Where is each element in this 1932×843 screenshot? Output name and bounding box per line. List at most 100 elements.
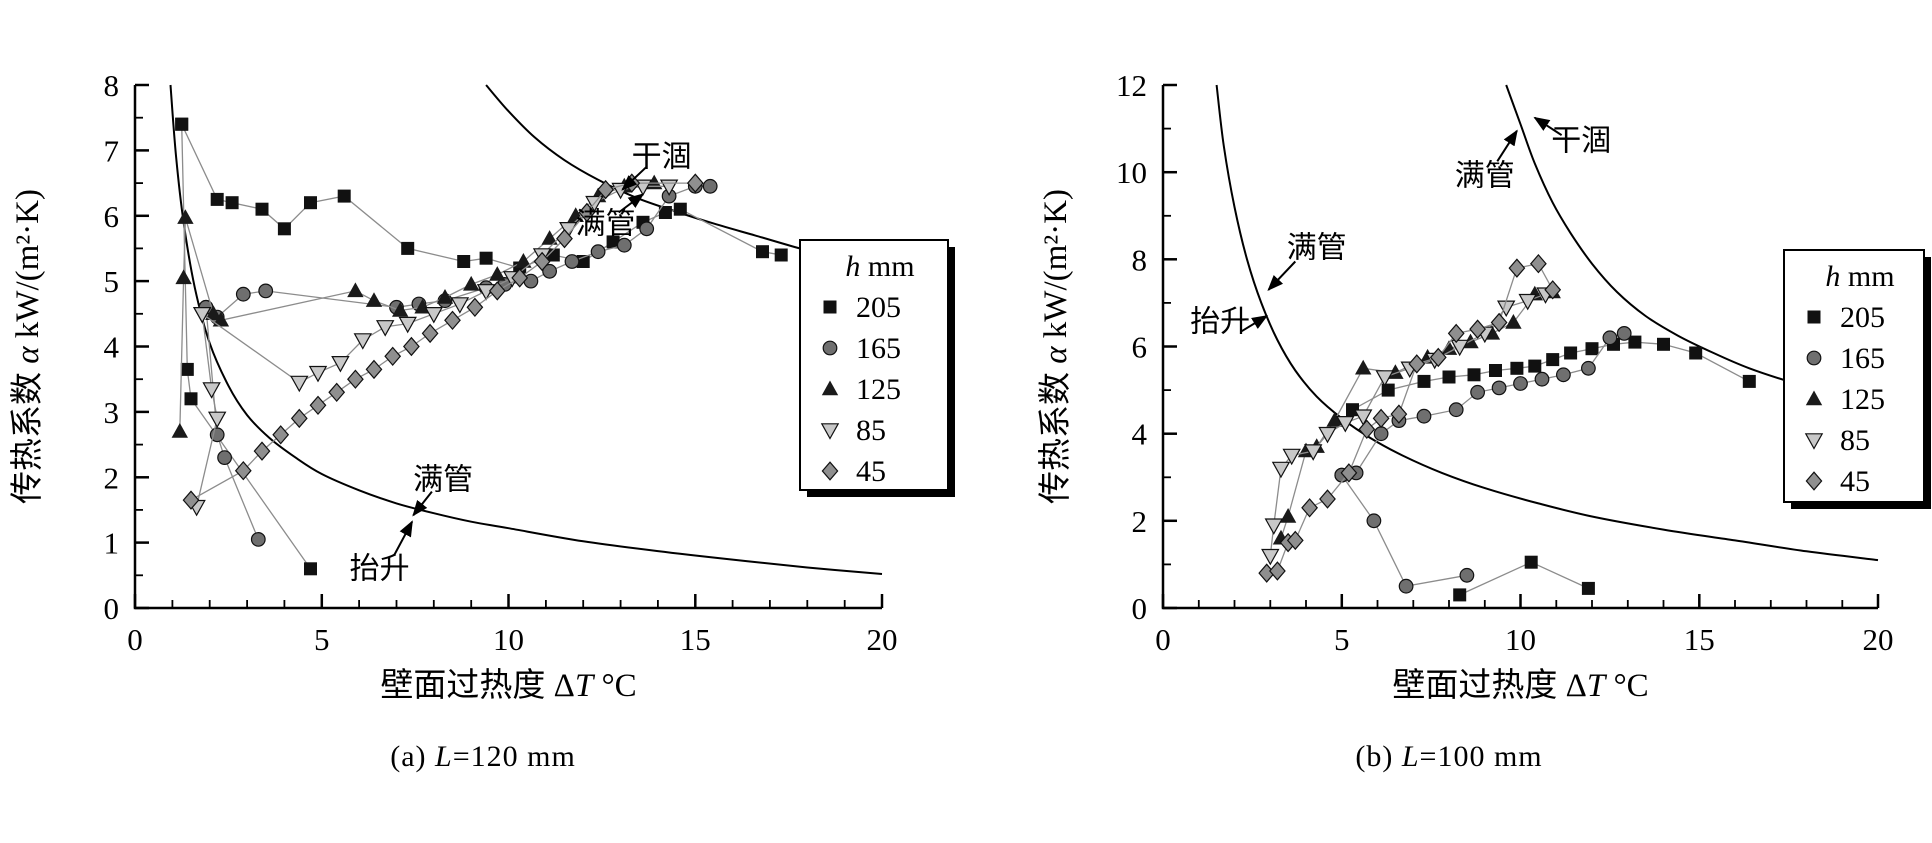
panel-b: 0 5 10 15 20 0 2 4 6 8 10 12 壁面过热度 ΔT °C 传热系数 α kW/(m…	[966, 0, 1932, 774]
circle-marker	[1602, 330, 1618, 346]
annotation-label: 抬升	[350, 553, 410, 586]
square-marker	[658, 206, 672, 219]
series-line	[1341, 332, 1625, 476]
triangle-up-marker	[212, 311, 230, 327]
circle-marker	[258, 283, 274, 299]
legend-box	[1783, 249, 1925, 503]
x-axis-title: 壁面过热度 ΔT °C	[1392, 667, 1648, 704]
diamond-marker	[365, 359, 383, 380]
annotation: 抬升	[350, 520, 413, 586]
y-tick-label: 1	[104, 526, 120, 561]
legend-item-label: 45	[856, 455, 886, 488]
square-marker	[823, 300, 837, 314]
triangle-down-marker	[1264, 518, 1284, 535]
diamond-marker	[597, 179, 614, 200]
triangle-up-marker	[1279, 508, 1297, 523]
series-h-205	[1346, 335, 1756, 602]
diamond-marker	[1447, 323, 1465, 344]
square-marker	[1581, 581, 1595, 595]
annotation-arrow	[621, 165, 648, 191]
triangle-down-marker	[1271, 461, 1291, 479]
diamond-marker	[253, 441, 271, 461]
square-marker	[304, 562, 317, 576]
triangle-up-marker	[347, 282, 364, 298]
diamond-marker	[272, 425, 290, 445]
y-tick-label: 6	[1132, 330, 1148, 365]
series-line	[1269, 293, 1546, 556]
square-marker	[1524, 555, 1538, 569]
series-line	[195, 313, 218, 507]
caption-index: (b)	[1355, 740, 1394, 773]
triangle-down-marker	[308, 365, 328, 383]
svg-text:传热系数 α kW/(m²·K): 传热系数 α kW/(m²·K)	[1037, 189, 1074, 504]
legend-item-label: 85	[1840, 424, 1870, 457]
diamond-marker	[1390, 404, 1408, 424]
diamond-marker	[1490, 312, 1508, 333]
triangle-up-marker	[365, 292, 383, 307]
triangle-down-marker	[207, 411, 227, 429]
square-marker	[184, 392, 198, 406]
diamond-marker	[1544, 280, 1562, 300]
triangle-up-marker	[1355, 359, 1372, 375]
legend-item-label: 45	[1840, 465, 1870, 498]
triangle-down-marker	[1303, 444, 1323, 461]
annotation-arrow	[393, 520, 413, 555]
annotation-label: 满管	[1287, 231, 1347, 264]
square-marker	[1417, 374, 1431, 388]
liftup-fulltube-boundary	[1215, 84, 1879, 562]
diamond-marker	[403, 336, 420, 357]
triangle-up-marker	[541, 230, 558, 245]
square-marker	[1657, 337, 1670, 351]
chart-panel-b: 0 5 10 15 20 0 2 4 6 8 10 12 壁面过热度 ΔT °C 传热系数 α kW/(m…	[1037, 68, 1931, 704]
triangle-up-marker	[436, 289, 454, 304]
y-tick-label: 3	[104, 395, 120, 430]
square-marker	[1442, 370, 1456, 384]
diamond-marker	[234, 460, 252, 481]
triangle-up-marker	[646, 174, 663, 190]
triangle-up-marker	[1505, 314, 1522, 329]
square-marker	[1528, 359, 1542, 373]
circle-marker	[639, 221, 655, 237]
triangle-down-marker	[192, 307, 212, 324]
square-marker	[457, 255, 471, 268]
diamond-marker	[1530, 253, 1547, 274]
square-marker	[255, 202, 269, 216]
annotation-arrow	[1533, 116, 1563, 136]
triangle-down-marker	[820, 423, 840, 440]
square-marker	[337, 189, 351, 203]
annotation: 抬升	[1190, 305, 1269, 338]
triangle-down-marker	[1318, 426, 1337, 444]
series-h-45	[1258, 253, 1562, 583]
caption-a: (a) L=120 mm	[0, 740, 966, 774]
triangle-up-marker	[177, 209, 194, 224]
triangle-up-marker	[205, 305, 222, 320]
axes: 0 5 10 15 20 0 2 4 6 8 10 12	[1116, 68, 1894, 657]
diamond-marker	[1408, 354, 1426, 374]
triangle-down-marker	[1375, 370, 1394, 387]
square-marker	[1564, 346, 1578, 360]
triangle-down-marker	[290, 375, 309, 393]
svg-text:传热系数 α kW/(m²·K): 传热系数 α kW/(m²·K)	[9, 189, 46, 504]
caption-value: =100 mm	[1419, 740, 1543, 773]
caption-index: (a)	[390, 740, 427, 773]
triangle-up-marker	[171, 423, 188, 438]
square-marker	[304, 196, 317, 210]
square-marker	[401, 241, 415, 255]
triangle-down-marker	[450, 297, 470, 314]
square-marker	[277, 222, 291, 236]
square-marker	[1585, 342, 1599, 356]
figure-canvas: 0 5 10 15 20 0 1 2 3 4 5 6 7 8 壁面过热度 ΔT °C 传热系数 α kW/(m…	[0, 0, 1932, 774]
series-line	[1459, 561, 1589, 596]
circle-marker	[1366, 513, 1382, 529]
legend-item-label: 165	[856, 332, 901, 365]
diamond-marker	[1286, 530, 1304, 551]
annotation-label: 满管	[413, 464, 473, 497]
series-line	[1341, 474, 1468, 587]
circle-marker	[590, 244, 606, 260]
annotation: 满管	[1455, 129, 1518, 192]
x-tick-label: 20	[1863, 622, 1894, 657]
panel-a: 0 5 10 15 20 0 1 2 3 4 5 6 7 8 壁面过热度 ΔT °C 传热系数 α kW/(m…	[0, 0, 966, 774]
annotation-arrow	[412, 490, 433, 517]
circle-marker	[542, 263, 557, 279]
